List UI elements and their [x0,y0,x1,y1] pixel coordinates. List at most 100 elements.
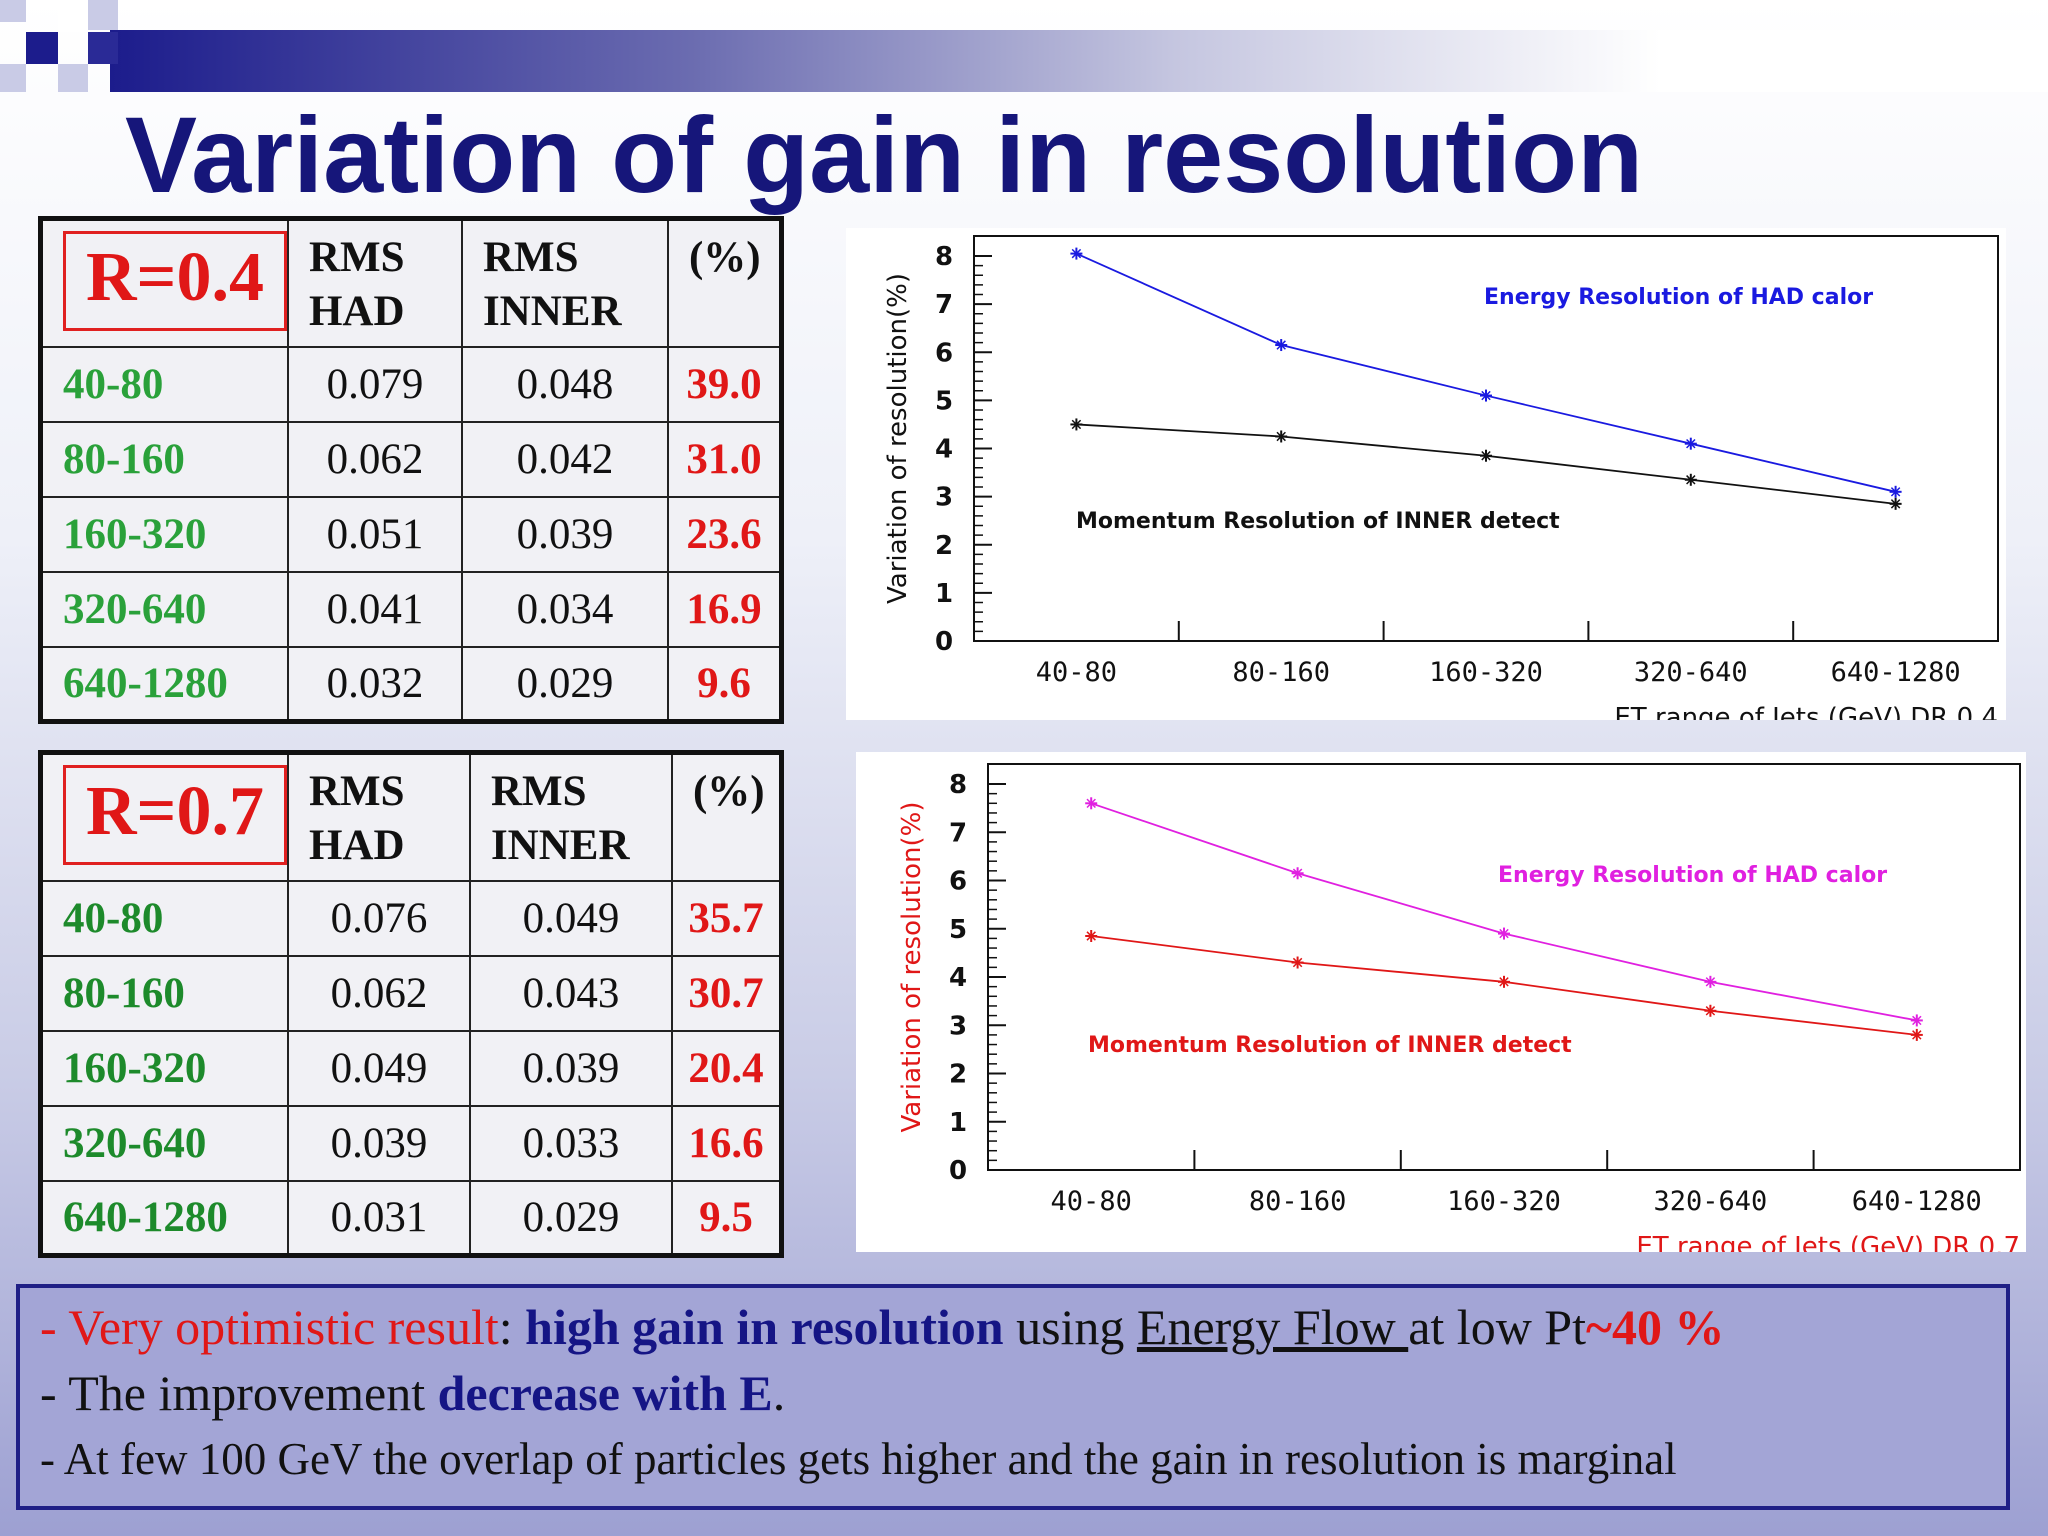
plot-frame [987,763,2021,1171]
data-point-stroke [1086,931,1096,941]
rms-inner-cell: 0.033 [468,1104,673,1182]
data-point [1910,1028,1923,1041]
header-text: HAD [308,288,405,335]
header-text: RMS [490,768,587,815]
data-point [1291,956,1304,969]
r-label-cell: R=0.7 [39,751,289,882]
x-tick-label: 40-80 [1036,657,1117,688]
data-point [1910,1014,1923,1027]
data-point-stroke [1071,248,1082,259]
rms-inner-cell: 0.043 [468,954,673,1032]
y-tick-label: 7 [935,290,953,320]
summary-text: : [498,1299,526,1355]
rms-inner-cell: 0.039 [468,1029,673,1107]
data-point-stroke [1705,977,1716,987]
header-rms-inner: RMS INNER [468,751,673,882]
data-point [1480,449,1492,462]
deco-square [88,32,118,64]
pct-cell: 23.6 [666,495,783,573]
y-tick-label: 5 [949,915,967,945]
header-pct: (%) [666,217,783,348]
table-row: 320-640 0.041 0.034 16.9 [39,570,783,648]
header-text: HAD [308,822,405,869]
rms-had-cell: 0.062 [286,420,463,498]
data-point-stroke [1912,1015,1922,1026]
series-line [1076,423,1896,505]
rms-inner-cell: 0.049 [468,879,673,957]
rms-inner-cell: 0.034 [460,570,669,648]
table-row: 80-160 0.062 0.043 30.7 [39,954,783,1032]
x-tick-label: 40-80 [1051,1186,1132,1217]
chart-r04: 0 1 2 3 4 5 6 7 8 40-80 80-160 160-320 320-640 640-12… [846,228,2006,720]
table-header-row: R=0.4 RMS HAD RMS INNER (%) [39,217,783,348]
y-tick-label: 4 [949,963,967,993]
deco-square [26,32,58,64]
deco-square [88,0,118,30]
x-tick-label: 80-160 [1232,657,1330,688]
header-text: INNER [482,288,622,335]
header-pct: (%) [670,751,783,882]
table-row: 160-320 0.051 0.039 23.6 [39,495,783,573]
data-point-stroke [1499,977,1509,987]
data-point [1480,389,1492,402]
deco-square [0,64,26,92]
rms-inner-cell: 0.042 [460,420,669,498]
summary-underlined: Energy Flow [1136,1299,1409,1355]
summary-line-1: - Very optimistic result: high gain in r… [40,1294,2006,1360]
rms-had-cell: 0.041 [286,570,463,648]
data-point [1070,418,1083,431]
r-label: R=0.4 [63,231,287,331]
y-tick-label: 8 [949,770,967,800]
data-point-stroke [1890,487,1901,497]
data-point [1070,247,1083,260]
rms-had-cell: 0.049 [286,1029,471,1107]
r-label-cell: R=0.4 [39,217,289,348]
header-text: INNER [490,822,630,869]
data-point-stroke [1086,798,1096,809]
deco-square [58,0,88,32]
data-point [1889,485,1902,498]
range-cell: 80-160 [39,420,289,498]
y-axis-title: Variation of resolution(%) [883,273,913,604]
x-tick-label: 640-1280 [1852,1186,1982,1217]
table-r04: R=0.4 RMS HAD RMS INNER (%) 40-80 0.079 0.04… [38,216,784,724]
range-cell: 320-640 [39,1104,289,1182]
data-point-stroke [1912,1030,1922,1040]
deco-square [0,0,26,22]
rms-had-cell: 0.039 [286,1104,471,1182]
table-r07: R=0.7 RMS HAD RMS INNER (%) 40-80 0.076 0.04… [38,750,784,1258]
table-row: 160-320 0.049 0.039 20.4 [39,1029,783,1107]
data-point [1684,473,1697,486]
header-rms-inner: RMS INNER [460,217,669,348]
y-tick-label: 1 [935,579,953,609]
series-label: Momentum Resolution of INNER detect [1076,509,1560,534]
pct-cell: 20.4 [670,1029,783,1107]
rms-had-cell: 0.031 [286,1179,471,1257]
pct-cell: 30.7 [670,954,783,1032]
y-tick-label: 8 [935,242,953,272]
series-label: Energy Resolution of HAD calor [1484,285,1873,310]
data-point [1085,797,1098,810]
x-tick-label: 160-320 [1447,1186,1561,1217]
range-cell: 160-320 [39,495,289,573]
page-title: Variation of gain in resolution [125,94,1644,215]
summary-text: at low Pt [1408,1299,1587,1355]
title-bar-gradient [110,30,2048,92]
data-point-stroke [1686,438,1696,449]
data-point [1889,497,1902,510]
range-cell: 640-1280 [39,1179,289,1257]
range-cell: 320-640 [39,570,289,648]
pct-cell: 31.0 [666,420,783,498]
y-tick-label: 3 [949,1011,967,1041]
range-cell: 160-320 [39,1029,289,1107]
pct-cell: 16.6 [670,1104,783,1182]
x-tick-label: 320-640 [1634,657,1748,688]
table-row: 320-640 0.039 0.033 16.6 [39,1104,783,1182]
data-point [1085,929,1098,942]
data-point-stroke [1481,390,1491,401]
range-cell: 80-160 [39,954,289,1032]
r-label: R=0.7 [63,765,287,865]
range-cell: 40-80 [39,879,289,957]
chart-r07: 0 1 2 3 4 5 6 7 8 40-80 80-160 160-320 320-640 640-12… [856,752,2026,1252]
pct-cell: 9.5 [670,1179,783,1257]
